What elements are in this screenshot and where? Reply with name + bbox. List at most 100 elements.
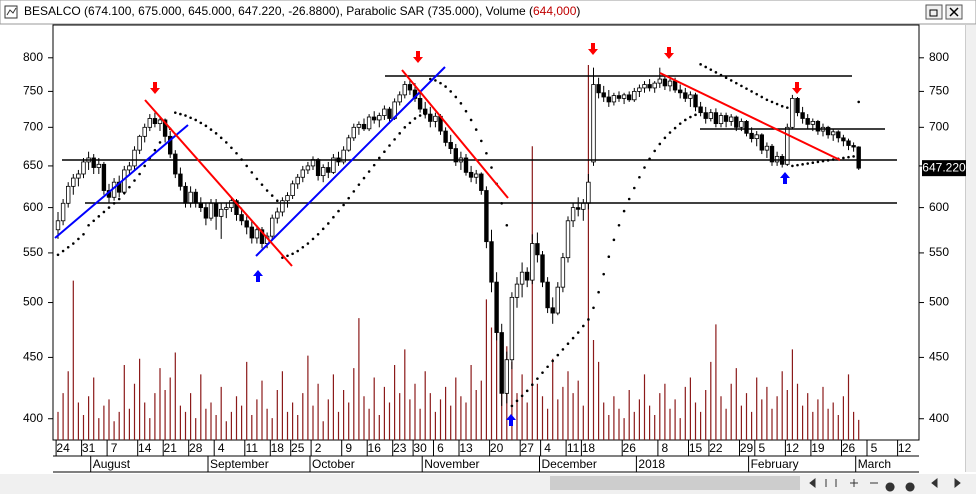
restore-button[interactable] [925,4,943,20]
sar-dot [367,170,371,173]
sar-dot [454,95,458,99]
volume-bar [516,393,518,440]
volume-bar [205,408,207,440]
sar-dot [658,142,662,146]
volume-bar [587,65,589,440]
volume-bar [292,402,294,440]
volume-bar [776,396,778,440]
toolbar-icons[interactable] [809,477,961,492]
volume-bar [378,415,380,440]
volume-bar [445,386,447,440]
sell-arrow [588,43,598,55]
volume-bar [118,411,120,440]
candle-body [759,134,764,151]
sar-dot [576,331,580,334]
volume-bar [62,393,64,440]
volume-bar [511,361,513,440]
volume-bar [674,399,676,440]
candle-body [397,94,402,103]
sar-dot [602,272,605,276]
sar-dot [225,141,228,144]
sar-dot [153,148,157,152]
candle-body [708,112,713,119]
sar-dot [622,209,626,213]
sar-dot [378,156,381,160]
volume-bar [297,415,299,440]
candle-body [60,202,66,222]
candle-body [514,283,520,298]
sar-dot [587,318,590,321]
sar-dot [128,185,131,189]
candle-body [198,202,203,209]
candle-body [841,137,846,142]
x-tick-label: 7 [111,441,118,455]
volume-bar [98,418,100,440]
volume-bar [761,399,763,440]
y-tick-label-right: 450 [929,350,949,364]
sar-dot [270,194,274,197]
candle-body [550,307,555,314]
sar-dot [143,164,146,168]
volume-bar [424,371,426,440]
volume-bar [429,393,431,440]
horizontal-scrollbar-thumb[interactable] [550,476,800,490]
candle-body [269,217,275,237]
candle-body [468,171,474,178]
sar-dot [219,136,223,140]
candle-body [448,142,453,149]
volume-bar [720,396,722,440]
sar-dot [311,237,315,241]
y-tick-label: 450 [23,350,43,364]
volume-bar [276,390,278,440]
sar-dot [653,149,656,153]
y-tick-label: 750 [23,84,43,98]
candle-body [810,121,815,125]
candle-body [800,112,805,119]
volume-bar [608,415,610,440]
candle-body [361,123,367,130]
x-tick-label: 27 [521,441,535,455]
candle-body [825,126,831,136]
sar-dot [755,92,758,96]
volume-bar [705,390,707,440]
volume-bar [281,371,283,440]
volume-bar [103,405,105,440]
candle-body [249,226,254,239]
candle-body [218,208,224,217]
candle-body [601,92,606,98]
candle-body [790,97,795,128]
candle-body [463,157,469,173]
candle-body [76,173,81,179]
vertical-scrollbar[interactable] [966,25,976,472]
window-icon-glyph [6,7,17,16]
sar-dot [780,104,784,108]
down-trendline [401,69,509,199]
sar-dot [413,117,417,120]
sar-dot [82,233,85,236]
volume-bar [154,393,156,440]
volume-bar [598,361,600,440]
candle-body [836,131,841,139]
sar-dot [265,189,269,192]
buy-arrow [253,270,263,282]
volume-bar [149,418,151,440]
sar-dot [571,336,575,340]
volume-bar [633,411,635,440]
sar-dot [158,141,162,144]
sar-dot [464,109,468,113]
sar-dot [255,177,259,181]
candle-body [229,200,234,209]
sar-dot [668,131,672,134]
title-text: BESALCO (674.100, 675.000, 645.000, 647.… [24,4,533,18]
candle-body [734,116,739,128]
candle-body [606,96,611,103]
candle-body [611,95,617,103]
y-tick-label-right: 600 [929,200,949,214]
sar-dot [388,144,391,147]
x-tick-label: 29 [740,441,754,455]
volume-bar [251,415,253,440]
volume-bar [781,371,783,440]
x-tick-label: 28 [189,441,203,455]
candle-body [749,132,754,140]
sar-dot [138,172,141,176]
